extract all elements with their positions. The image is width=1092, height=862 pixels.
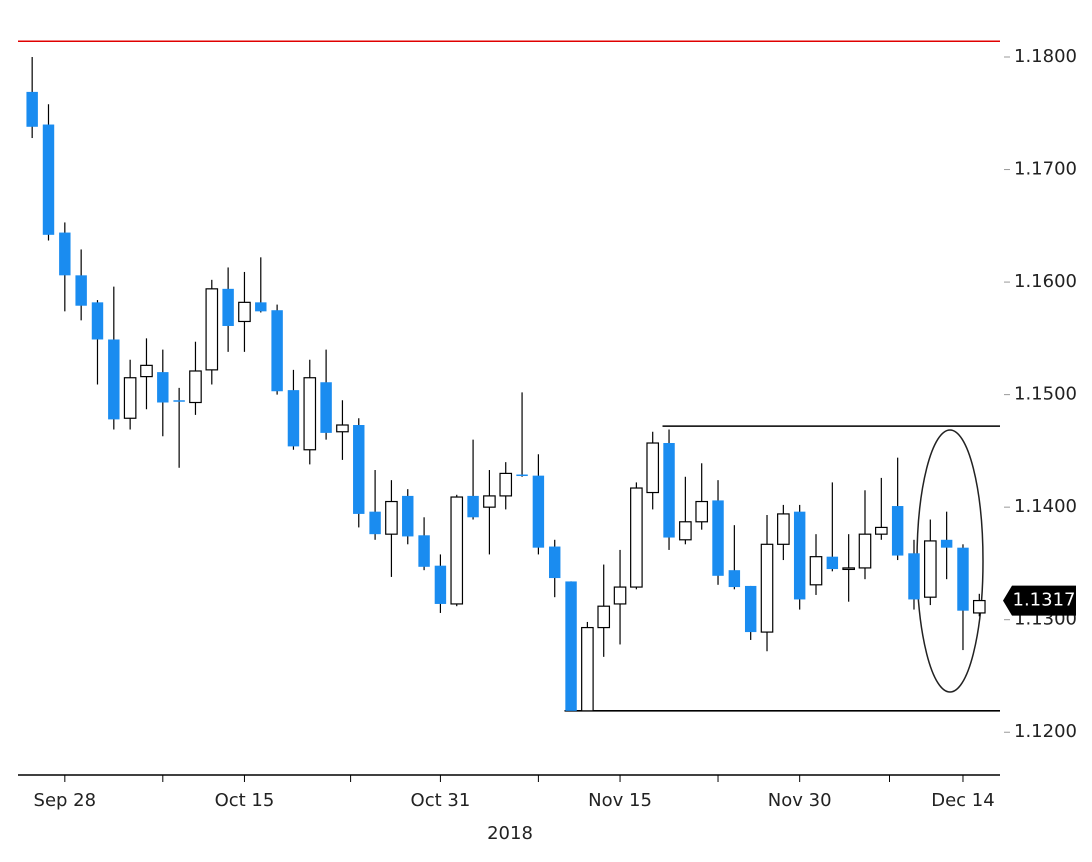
candle-body: [875, 526, 888, 535]
candle-body: [923, 540, 937, 598]
candle-body: [646, 442, 660, 494]
candle-body: [173, 400, 185, 402]
x-tick-label: Dec 14: [931, 790, 994, 811]
candle-body: [826, 556, 839, 570]
candle-body: [597, 605, 611, 629]
candle-body: [858, 533, 872, 569]
candle-body: [303, 377, 317, 451]
candle-body: [565, 581, 577, 711]
candle-body: [712, 500, 724, 576]
candle-body: [842, 567, 855, 571]
candle-body: [663, 443, 675, 538]
candle-body: [287, 390, 300, 447]
candle-body: [908, 553, 920, 600]
candle-body: [695, 500, 709, 523]
candle-body: [516, 474, 528, 477]
x-axis-label: 2018: [487, 823, 533, 844]
candle-body: [760, 543, 774, 633]
y-tick-label: 1.1800: [1014, 46, 1077, 67]
candle-body: [385, 500, 398, 535]
candle-body: [728, 570, 741, 588]
y-tick-label: 1.1200: [1014, 721, 1077, 742]
candle-body: [613, 586, 627, 605]
candle-body: [467, 495, 479, 518]
candle-body: [809, 556, 823, 586]
candle-body: [679, 521, 692, 541]
candle-body: [891, 506, 904, 556]
last-price-label: 1.1317: [1013, 590, 1076, 611]
candle-body: [483, 495, 496, 508]
candle-body: [777, 513, 790, 545]
candle-body: [418, 535, 430, 567]
y-tick-label: 1.1700: [1014, 159, 1077, 180]
x-tick-label: Nov 15: [588, 790, 652, 811]
candle-body: [26, 91, 38, 127]
candle-body: [369, 511, 381, 535]
x-tick-label: Oct 31: [411, 790, 471, 811]
candle-body: [238, 301, 251, 323]
candle-body: [957, 547, 969, 611]
candle-body: [793, 511, 806, 600]
candle-body: [205, 288, 219, 371]
candle-body: [59, 232, 71, 276]
candle-body: [630, 487, 643, 588]
y-tick-label: 1.1600: [1014, 271, 1077, 292]
x-tick-label: Sep 28: [34, 790, 97, 811]
candle-body: [549, 546, 561, 579]
candle-body: [189, 370, 202, 404]
candle-body: [581, 626, 594, 712]
candle-body: [42, 124, 55, 235]
last-price-tag: [1003, 585, 1076, 616]
candle-body: [108, 339, 120, 420]
candle-body: [336, 424, 349, 433]
candle-body: [123, 377, 137, 419]
y-tick-label: 1.1500: [1014, 384, 1077, 405]
candle-body: [972, 599, 986, 614]
candle-body: [140, 364, 153, 378]
candle-body: [320, 382, 332, 433]
candle-body: [434, 565, 447, 604]
candle-body: [402, 495, 414, 537]
candle-body: [744, 585, 757, 633]
candle-body: [940, 539, 953, 548]
candle-body: [532, 475, 545, 548]
candle-body: [450, 496, 464, 605]
candle-body: [353, 425, 365, 514]
candle-body: [75, 275, 87, 306]
candle-body: [271, 310, 283, 392]
candle-body: [91, 302, 104, 340]
candle-body: [222, 288, 234, 326]
candle-body: [157, 372, 169, 403]
candle-body: [499, 472, 513, 497]
candle-body: [255, 302, 267, 312]
y-tick-label: 1.1400: [1014, 496, 1077, 517]
x-tick-label: Oct 15: [215, 790, 275, 811]
x-tick-label: Nov 30: [768, 790, 832, 811]
